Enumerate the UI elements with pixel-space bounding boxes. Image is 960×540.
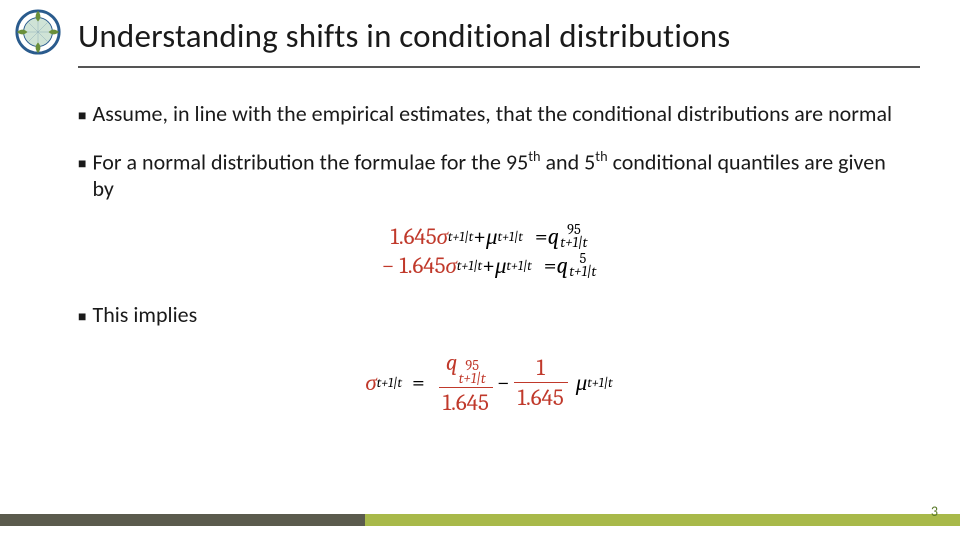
bullet-square-icon: ■ xyxy=(78,107,86,128)
bullet-2: ■ For a normal distribution the formulae… xyxy=(78,148,900,203)
b2-th1: th xyxy=(528,147,540,165)
eq1-sub4: t+1|t xyxy=(457,259,482,274)
eq1-coef1: 1.645 xyxy=(391,223,437,250)
eq2-q: q xyxy=(446,349,458,376)
eq1-mu2: μ xyxy=(495,252,507,279)
eq1-sub5: t+1|t xyxy=(506,259,531,274)
bullet-1: ■ Assume, in line with the empirical est… xyxy=(78,100,900,128)
footer-bar-dark xyxy=(0,514,365,526)
bullet-1-text: Assume, in line with the empirical estim… xyxy=(92,100,900,128)
eq1-mu1: μ xyxy=(486,223,498,250)
page-number: 3 xyxy=(931,503,938,520)
eq1-line1: 1.645 σ t+1|t + μ t+1|t = q 95 t+1|t xyxy=(78,223,900,250)
slide-body: ■ Assume, in line with the empirical est… xyxy=(78,100,900,438)
eq1-q1: q xyxy=(548,223,560,250)
bullet-2-text: For a normal distribution the formulae f… xyxy=(92,148,900,203)
slide: Understanding shifts in conditional dist… xyxy=(0,0,960,540)
eq1-plus1: + xyxy=(473,223,486,250)
b2-mid: and 5 xyxy=(541,148,596,175)
eq1-coef2: − 1.645 xyxy=(382,252,446,279)
eq2-one: 1 xyxy=(533,354,549,382)
eq2-eq: = xyxy=(412,369,425,396)
bullet-square-icon: ■ xyxy=(78,308,86,329)
bullet-square-icon: ■ xyxy=(78,155,86,203)
eq1-sub1: t+1|t xyxy=(448,230,473,245)
eq2-line: σ t+1|t = q95t+1|t 1.645 − 1 1.645 μ t+1… xyxy=(78,349,900,416)
eq1-eq2: = xyxy=(544,252,557,279)
eq2-sigma: σ xyxy=(365,369,376,396)
footer-bar xyxy=(0,510,960,526)
eq1-sigma2: σ xyxy=(446,252,457,279)
eq2-sub1: t+1|t xyxy=(377,376,402,391)
eq1-plus2: + xyxy=(482,252,495,279)
equation-block-2: σ t+1|t = q95t+1|t 1.645 − 1 1.645 μ t+1… xyxy=(78,349,900,416)
eq2-den2: 1.645 xyxy=(514,382,568,411)
footer-bar-olive xyxy=(365,514,960,526)
eq1-line2: − 1.645 σ t+1|t + μ t+1|t = q 5 t+1|t xyxy=(78,252,900,279)
eq2-minus: − xyxy=(497,369,510,396)
eq1-sigma1: σ xyxy=(437,223,448,250)
eq1-sub3: t+1|t xyxy=(560,236,587,250)
eq2-mu: μ xyxy=(576,369,588,396)
bullet-3-text: This implies xyxy=(92,301,900,329)
eq2-sub2: t+1|t xyxy=(459,372,486,386)
eq1-sub6: t+1|t xyxy=(569,265,596,279)
b2-pre: For a normal distribution the formulae f… xyxy=(92,148,528,175)
eq1-q2: q xyxy=(557,252,569,279)
eq2-den1: 1.645 xyxy=(439,387,493,416)
equation-block-1: 1.645 σ t+1|t + μ t+1|t = q 95 t+1|t − 1… xyxy=(78,223,900,279)
bullet-3: ■ This implies xyxy=(78,301,900,329)
eq1-eq1: = xyxy=(535,223,548,250)
eq2-frac2: 1 1.645 xyxy=(514,354,568,411)
imf-logo xyxy=(14,8,62,56)
eq1-sub2: t+1|t xyxy=(498,230,523,245)
slide-title: Understanding shifts in conditional dist… xyxy=(78,16,920,68)
eq2-sub3: t+1|t xyxy=(587,376,612,391)
b2-th2: th xyxy=(595,147,607,165)
eq2-frac1: q95t+1|t 1.645 xyxy=(439,349,493,416)
